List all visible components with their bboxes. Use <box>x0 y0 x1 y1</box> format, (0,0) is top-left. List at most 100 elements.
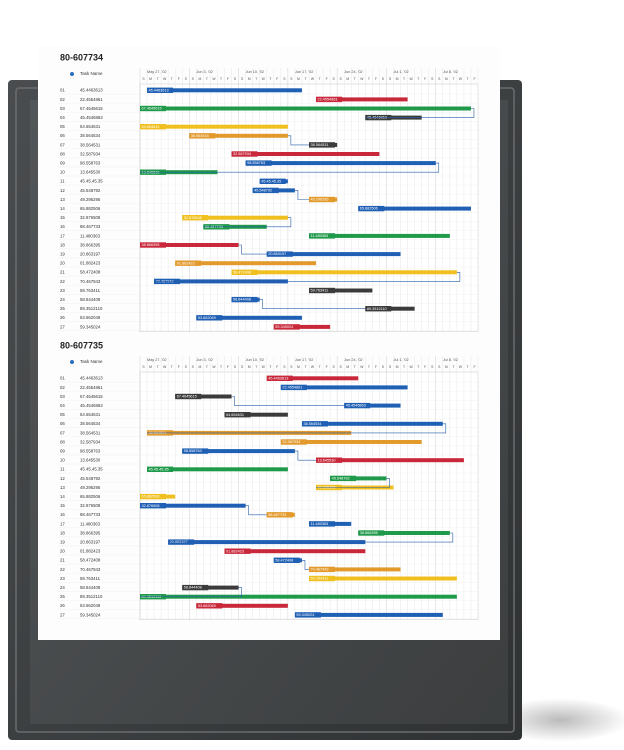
shadow <box>490 698 624 742</box>
task-id: 20 <box>60 549 65 554</box>
weekday: M <box>248 365 251 369</box>
weekday: S <box>142 77 145 81</box>
task-name-header: Task Name <box>80 71 103 76</box>
bar-label-bg <box>140 493 166 500</box>
weekday: W <box>410 365 414 369</box>
weekday: M <box>396 77 399 81</box>
dependency-link <box>259 299 366 309</box>
task-name: 88.467733 <box>80 512 101 517</box>
task-id: 09 <box>60 448 65 453</box>
bar-label: 32.587934 <box>233 152 251 156</box>
task-id: 10 <box>60 170 65 175</box>
bar-label: 38.866395 <box>142 243 160 247</box>
bar-label: 58.844408 <box>184 586 202 590</box>
bar-label-bg <box>196 603 223 609</box>
weekday: T <box>319 365 321 369</box>
task-name: 38.564531 <box>80 430 101 435</box>
task-name: 13.645530 <box>80 170 101 175</box>
weekday: T <box>269 77 271 81</box>
task-name: 54.654631 <box>80 124 101 129</box>
task-bar <box>316 458 464 463</box>
task-name: 98.558763 <box>80 160 101 165</box>
weekday: F <box>276 77 278 81</box>
chart-title: 80-607735 <box>60 340 103 350</box>
bar-label-bg <box>273 557 300 563</box>
weekday: T <box>157 365 159 369</box>
bar-label-bg <box>309 521 335 527</box>
dependency-link <box>168 532 454 543</box>
task-bar <box>147 88 302 93</box>
weekday: S <box>438 365 441 369</box>
weekday: M <box>445 77 448 81</box>
week-label: May 27, '02 <box>147 358 167 362</box>
week-label: Jun 3, '02 <box>196 358 212 362</box>
bar-label: 45.45.45.35 <box>149 467 169 471</box>
bar-label-bg <box>316 457 343 463</box>
info-icon <box>70 360 74 364</box>
weekday: T <box>157 77 159 81</box>
bar-label: 13.645530 <box>318 458 336 462</box>
task-id: 02 <box>60 385 65 390</box>
task-id: 19 <box>60 251 65 256</box>
weekday: T <box>354 365 356 369</box>
bar-label: 38.564534 <box>191 134 209 138</box>
bar-label-bg <box>294 612 321 618</box>
dependency-link <box>203 217 292 228</box>
bar-label: 38.564534 <box>303 422 321 426</box>
weekday: W <box>212 77 216 81</box>
task-name: 11.480363 <box>80 521 101 526</box>
bar-label-bg <box>140 242 166 248</box>
weekday: S <box>290 77 293 81</box>
bar-label-bg <box>182 448 209 454</box>
bar-label: 45.4546863 <box>346 404 366 408</box>
weekday: T <box>368 365 370 369</box>
chart-title: 80-607734 <box>60 52 103 62</box>
week-label: Jun 10, '02 <box>246 358 264 362</box>
task-name: 70.467943 <box>80 567 101 572</box>
task-bar <box>182 585 239 590</box>
bar-label: 67.4645615 <box>177 395 197 399</box>
task-bar <box>147 467 288 472</box>
weekday: F <box>473 77 475 81</box>
weekday: M <box>346 77 349 81</box>
weekday: T <box>206 365 208 369</box>
task-name: 89.3512110 <box>80 594 103 599</box>
task-bar <box>358 531 450 535</box>
task-name: 65.882506 <box>80 206 101 211</box>
weekday: W <box>360 77 364 81</box>
bar-label: 98.558763 <box>247 161 265 165</box>
weekday: S <box>192 365 195 369</box>
task-name: 20.863197 <box>80 539 101 544</box>
task-bar <box>189 133 288 138</box>
task-bar <box>140 106 471 111</box>
weekday: S <box>382 77 385 81</box>
task-id: 26 <box>60 315 65 320</box>
task-name: 38.564534 <box>80 421 101 426</box>
task-bar <box>140 503 246 508</box>
weekday: T <box>417 77 419 81</box>
weekday: T <box>319 77 321 81</box>
bar-label-bg <box>147 87 174 93</box>
weekday: T <box>417 365 419 369</box>
task-id: 25 <box>60 594 65 599</box>
bar-label: 59.763411 <box>311 289 329 293</box>
week-label: May 27, '02 <box>147 70 167 74</box>
bar-label: 70.467943 <box>311 568 329 572</box>
weekday: T <box>171 77 173 81</box>
weekday: F <box>375 77 377 81</box>
bar-label: 11.480363 <box>311 522 329 526</box>
weekday: S <box>389 77 392 81</box>
weekday: M <box>297 77 300 81</box>
weekday: S <box>431 77 434 81</box>
weekday: F <box>326 365 328 369</box>
bar-label-bg <box>140 124 166 130</box>
bar-label: 22.4554861 <box>318 98 338 102</box>
weekday: T <box>255 77 257 81</box>
bar-label: 58.472408 <box>233 270 251 274</box>
bar-label: 59.763411 <box>311 577 329 581</box>
task-name: 32.876508 <box>80 215 101 220</box>
task-id: 06 <box>60 421 65 426</box>
weekday: T <box>220 365 222 369</box>
task-name: 22.4554861 <box>80 97 103 102</box>
task-id: 21 <box>60 558 65 563</box>
